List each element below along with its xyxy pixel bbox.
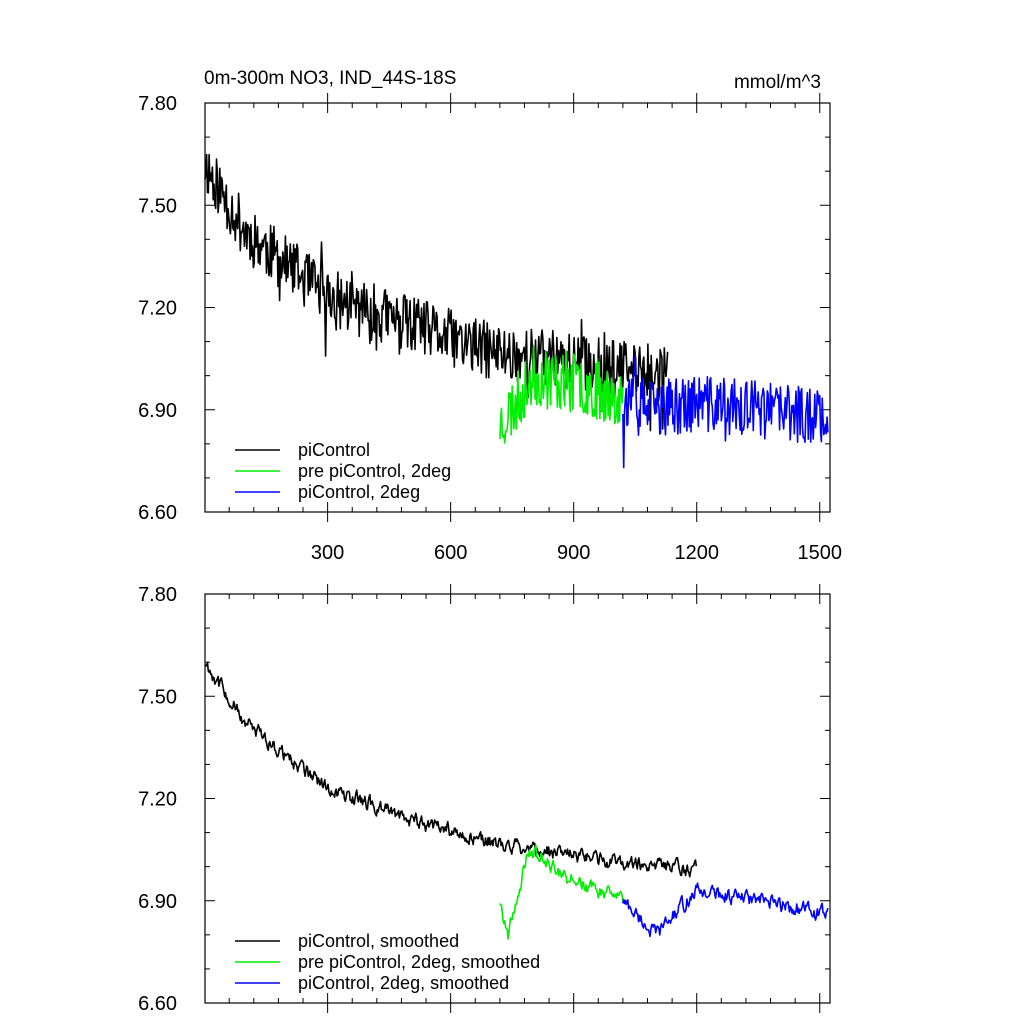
legend-label: pre piControl, 2deg: [298, 461, 451, 481]
x-tick-label: 1500: [797, 542, 842, 564]
y-tick-label: 6.60: [138, 993, 177, 1015]
y-tick-label: 6.90: [138, 400, 177, 422]
legend-label: piControl: [298, 440, 370, 460]
y-tick-label: 7.20: [138, 789, 177, 811]
series-line-3: [622, 354, 829, 469]
y-tick-label: 7.20: [138, 298, 177, 320]
units-label: mmol/m^3: [734, 72, 821, 93]
figure-title: 0m-300m NO3, IND_44S-18S: [204, 68, 456, 89]
x-tick-label: 900: [557, 542, 590, 564]
y-tick-label: 6.90: [138, 891, 177, 913]
x-tick-label: 1200: [674, 542, 719, 564]
series-line-2: [499, 844, 624, 940]
y-tick-label: 7.50: [138, 686, 177, 708]
y-tick-label: 6.60: [138, 502, 177, 524]
legend-label: piControl, 2deg: [298, 482, 420, 502]
legend-label: piControl, smoothed: [298, 931, 459, 951]
y-tick-label: 7.80: [138, 584, 177, 606]
series-line-1: [204, 153, 669, 432]
y-tick-label: 7.80: [138, 93, 177, 115]
series-line-3: [622, 882, 829, 938]
x-tick-label: 300: [311, 542, 344, 564]
legend-label: pre piControl, 2deg, smoothed: [298, 952, 540, 972]
y-tick-label: 7.50: [138, 195, 177, 217]
x-tick-label: 600: [434, 542, 467, 564]
top-panel: 6.60 6.90 7.20 7.50 7.80 300 600 900 1200 1500 piC…: [138, 93, 842, 564]
legend-label: piControl, 2deg, smoothed: [298, 973, 509, 993]
series-line-1: [204, 661, 698, 878]
series-line-2: [499, 344, 624, 444]
